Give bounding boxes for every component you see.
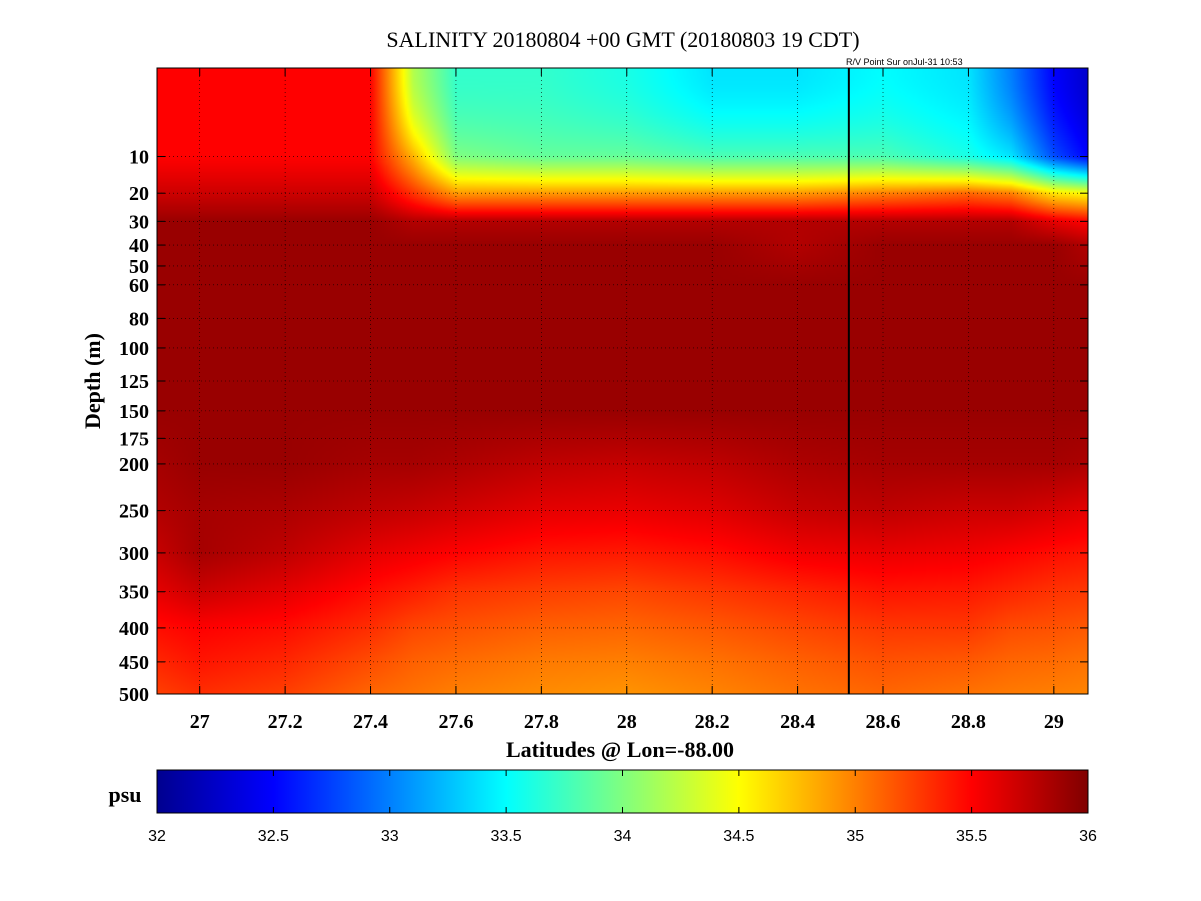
y-tick-label: 450 bbox=[119, 652, 149, 674]
y-tick-label: 175 bbox=[119, 428, 149, 450]
x-tick-label: 29 bbox=[1044, 711, 1064, 733]
colorbar-gradient bbox=[156, 769, 1089, 814]
x-tick-label: 28.8 bbox=[951, 711, 986, 733]
grid-lines bbox=[157, 68, 1088, 694]
y-tick-label: 200 bbox=[119, 454, 149, 476]
x-tick-label: 27.4 bbox=[353, 711, 388, 733]
chart-title: SALINITY 20180804 +00 GMT (20180803 19 C… bbox=[386, 27, 859, 52]
y-tick-label: 500 bbox=[119, 684, 149, 706]
y-tick-label: 350 bbox=[119, 582, 149, 604]
colorbar-tick-label: 32.5 bbox=[258, 828, 289, 845]
y-tick-label: 300 bbox=[119, 543, 149, 565]
y-tick-label: 60 bbox=[129, 275, 149, 297]
y-tick-label: 30 bbox=[129, 211, 149, 233]
x-tick-label: 27.6 bbox=[438, 711, 473, 733]
colorbar-tick-label: 32 bbox=[148, 828, 166, 845]
y-tick-label: 125 bbox=[119, 371, 149, 393]
x-axis-ticks: 27 27.2 27.4 27.6 27.8 28 28.2 28.4 28.6 28.8 29 bbox=[190, 68, 1064, 733]
y-tick-label: 50 bbox=[129, 256, 149, 278]
colorbar-tick-label: 35 bbox=[846, 828, 864, 845]
colorbar-tick-label: 34 bbox=[614, 828, 632, 845]
salinity-heatmap bbox=[157, 68, 1088, 694]
colorbar-tick-label: 33.5 bbox=[491, 828, 522, 845]
x-tick-label: 28.2 bbox=[695, 711, 730, 733]
y-tick-label: 10 bbox=[129, 147, 149, 169]
y-tick-label: 40 bbox=[129, 235, 149, 257]
y-tick-label: 400 bbox=[119, 618, 149, 640]
colorbar-tick-label: 36 bbox=[1079, 828, 1097, 845]
y-tick-label: 150 bbox=[119, 401, 149, 423]
x-tick-label: 27.8 bbox=[524, 711, 559, 733]
ship-annotation: R/V Point Sur onJul-31 10:53 bbox=[846, 57, 963, 67]
x-tick-label: 28.4 bbox=[780, 711, 815, 733]
colorbar-ticks: 32 32.5 33 33.5 34 34.5 35 35.5 36 bbox=[148, 770, 1097, 845]
colorbar-tick-label: 35.5 bbox=[956, 828, 987, 845]
y-tick-label: 250 bbox=[119, 501, 149, 523]
x-tick-label: 28.6 bbox=[866, 711, 901, 733]
colorbar: 32 32.5 33 33.5 34 34.5 35 35.5 36 psu bbox=[108, 769, 1097, 845]
x-tick-label: 27.2 bbox=[268, 711, 303, 733]
colorbar-unit: psu bbox=[108, 782, 141, 807]
y-axis-label: Depth (m) bbox=[80, 333, 105, 429]
x-tick-label: 27 bbox=[190, 711, 210, 733]
x-tick-label: 28 bbox=[617, 711, 637, 733]
y-tick-label: 100 bbox=[119, 338, 149, 360]
x-axis-label: Latitudes @ Lon=-88.00 bbox=[506, 737, 734, 762]
plot-area bbox=[156, 67, 1089, 695]
y-tick-label: 20 bbox=[129, 183, 149, 205]
colorbar-tick-label: 34.5 bbox=[723, 828, 754, 845]
y-tick-label: 80 bbox=[129, 308, 149, 330]
colorbar-tick-label: 33 bbox=[381, 828, 399, 845]
